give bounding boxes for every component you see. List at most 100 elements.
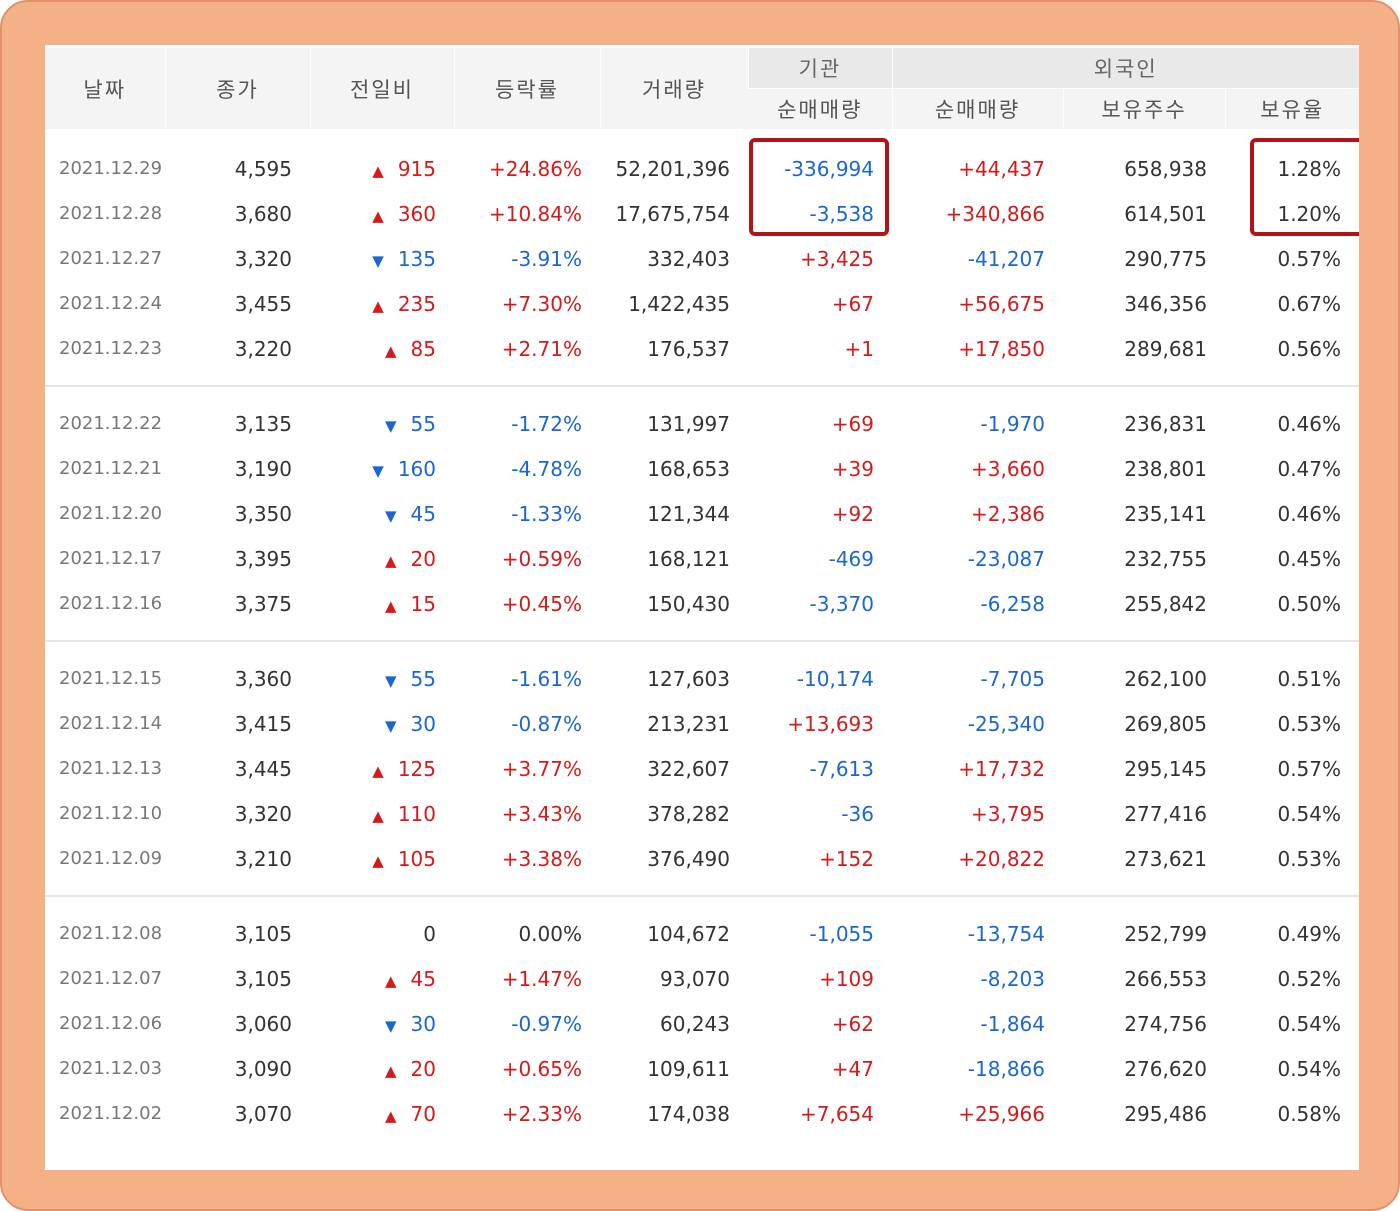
cell-rate: -3.91%	[511, 246, 582, 271]
table-row[interactable]: 2021.12.06 3,060 ▼ 30 -0.97% 60,243 +62 -1,864 2…	[45, 1001, 1359, 1046]
change-value: 85	[410, 336, 436, 361]
cell-foreign-shares: 277,416	[1124, 801, 1207, 826]
cell-change: ▲ 70	[310, 1091, 454, 1136]
cell-date: 2021.12.09	[59, 848, 163, 869]
cell-close: 3,070	[234, 1101, 292, 1126]
cell-rate: +0.45%	[501, 591, 582, 616]
header-foreign-ratio[interactable]: 보유율	[1224, 88, 1359, 130]
cell-volume: 52,201,396	[615, 156, 730, 181]
table-row[interactable]: 2021.12.22 3,135 ▼ 55 -1.72% 131,997 +69 -1,970…	[45, 401, 1359, 446]
cell-institution-net: +39	[831, 456, 874, 481]
table-row[interactable]: 2021.12.17 3,395 ▲ 20 +0.59% 168,121 -469 -23,0…	[45, 536, 1359, 581]
cell-foreign-ratio: 1.20%	[1277, 201, 1342, 226]
table-row[interactable]: 2021.12.20 3,350 ▼ 45 -1.33% 121,344 +92 +2,386…	[45, 491, 1359, 536]
cell-institution-net: -3,370	[809, 591, 874, 616]
cell-date: 2021.12.10	[59, 803, 163, 824]
cell-date: 2021.12.20	[59, 503, 163, 524]
cell-foreign-net: -8,203	[980, 966, 1045, 991]
cell-rate: +0.65%	[501, 1056, 582, 1081]
highlight-box-ratio	[1250, 138, 1359, 236]
cell-volume: 109,611	[647, 1056, 730, 1081]
cell-rate: +10.84%	[488, 201, 582, 226]
table-row[interactable]: 2021.12.21 3,190 ▼ 160 -4.78% 168,653 +39 +3,66…	[45, 446, 1359, 491]
cell-foreign-ratio: 0.58%	[1277, 1101, 1342, 1126]
cell-volume: 60,243	[660, 1011, 730, 1036]
cell-foreign-ratio: 0.46%	[1277, 411, 1342, 436]
table-row[interactable]: 2021.12.14 3,415 ▼ 30 -0.87% 213,231 +13,693 -2…	[45, 701, 1359, 746]
header-institution-net[interactable]: 순매매량	[748, 88, 892, 130]
cell-close: 3,105	[234, 966, 292, 991]
table-row[interactable]: 2021.12.24 3,455 ▲ 235 +7.30% 1,422,435 +67 +56…	[45, 281, 1359, 326]
change-value: 105	[397, 846, 436, 871]
change-value: 0	[423, 921, 436, 946]
table-row[interactable]: 2021.12.28 3,680 ▲ 360 +10.84% 17,675,754 -3,5…	[45, 191, 1359, 236]
cell-close: 3,190	[234, 456, 292, 481]
cell-institution-net: -336,994	[784, 156, 874, 181]
down-triangle-icon: ▼	[372, 461, 384, 480]
cell-institution-net: -3,538	[809, 201, 874, 226]
header-volume[interactable]: 거래량	[599, 48, 748, 130]
cell-foreign-net: -23,087	[967, 546, 1045, 571]
cell-change: ▼ 55	[310, 656, 454, 701]
cell-foreign-ratio: 0.56%	[1277, 336, 1342, 361]
cell-foreign-net: -6,258	[980, 591, 1045, 616]
up-triangle-icon: ▲	[385, 596, 397, 615]
change-value: 110	[397, 801, 436, 826]
table-row[interactable]: 2021.12.02 3,070 ▲ 70 +2.33% 174,038 +7,654 +25…	[45, 1091, 1359, 1136]
header-change[interactable]: 전일비	[309, 48, 454, 130]
table-row[interactable]: 2021.12.16 3,375 ▲ 15 +0.45% 150,430 -3,370 -6,…	[45, 581, 1359, 626]
cell-close: 3,395	[234, 546, 292, 571]
cell-date: 2021.12.15	[59, 668, 163, 689]
cell-foreign-net: -41,207	[967, 246, 1045, 271]
header-rate[interactable]: 등락률	[453, 48, 600, 130]
cell-foreign-ratio: 0.54%	[1277, 1056, 1342, 1081]
cell-foreign-shares: 232,755	[1124, 546, 1207, 571]
down-triangle-icon: ▼	[385, 506, 397, 525]
header-date[interactable]: 날짜	[45, 48, 165, 130]
cell-foreign-net: +25,966	[958, 1101, 1045, 1126]
header-close[interactable]: 종가	[164, 48, 310, 130]
table-row[interactable]: 2021.12.15 3,360 ▼ 55 -1.61% 127,603 -10,174 -7…	[45, 656, 1359, 701]
table-row[interactable]: 2021.12.09 3,210 ▲ 105 +3.38% 376,490 +152 +20,…	[45, 836, 1359, 881]
cell-rate: +3.38%	[501, 846, 582, 871]
cell-change: ▲ 125	[310, 746, 454, 791]
cell-close: 3,445	[234, 756, 292, 781]
table-row[interactable]: 2021.12.13 3,445 ▲ 125 +3.77% 322,607 -7,613 +1…	[45, 746, 1359, 791]
cell-rate: +2.33%	[501, 1101, 582, 1126]
cell-foreign-net: +3,660	[970, 456, 1045, 481]
header-foreign-net[interactable]: 순매매량	[891, 88, 1063, 130]
cell-date: 2021.12.06	[59, 1013, 163, 1034]
cell-change: ▲ 85	[310, 326, 454, 371]
cell-volume: 332,403	[647, 246, 730, 271]
cell-foreign-ratio: 0.67%	[1277, 291, 1342, 316]
cell-change: ▼ 135	[310, 236, 454, 281]
up-triangle-icon: ▲	[385, 971, 397, 990]
table-row[interactable]: 2021.12.03 3,090 ▲ 20 +0.65% 109,611 +47 -18,86…	[45, 1046, 1359, 1091]
cell-institution-net: -7,613	[809, 756, 874, 781]
cell-volume: 104,672	[647, 921, 730, 946]
cell-institution-net: +62	[831, 1011, 874, 1036]
table-row[interactable]: 2021.12.29 4,595 ▲ 915 +24.86% 52,201,396 -336…	[45, 146, 1359, 191]
cell-rate: -1.61%	[511, 666, 582, 691]
cell-close: 3,210	[234, 846, 292, 871]
cell-institution-net: +92	[831, 501, 874, 526]
table-row[interactable]: 2021.12.23 3,220 ▲ 85 +2.71% 176,537 +1 +17,850…	[45, 326, 1359, 371]
header-foreign-shares[interactable]: 보유주수	[1062, 88, 1225, 130]
cell-institution-net: -10,174	[796, 666, 874, 691]
cell-foreign-shares: 295,145	[1124, 756, 1207, 781]
down-triangle-icon: ▼	[385, 416, 397, 435]
up-triangle-icon: ▲	[385, 1106, 397, 1125]
table-row[interactable]: 2021.12.07 3,105 ▲ 45 +1.47% 93,070 +109 -8,203…	[45, 956, 1359, 1001]
table-row[interactable]: 2021.12.10 3,320 ▲ 110 +3.43% 378,282 -36 +3,79…	[45, 791, 1359, 836]
cell-change: ▲ 45	[310, 956, 454, 1001]
change-value: 235	[397, 291, 436, 316]
cell-foreign-ratio: 0.57%	[1277, 756, 1342, 781]
group-separator	[45, 626, 1359, 656]
cell-date: 2021.12.14	[59, 713, 163, 734]
cell-foreign-ratio: 0.47%	[1277, 456, 1342, 481]
table-row[interactable]: 2021.12.27 3,320 ▼ 135 -3.91% 332,403 +3,425 -4…	[45, 236, 1359, 281]
table-row[interactable]: 2021.12.08 3,105 0 0.00% 104,672 -1,055 -13,75…	[45, 911, 1359, 956]
down-triangle-icon: ▼	[372, 251, 384, 270]
cell-date: 2021.12.13	[59, 758, 163, 779]
